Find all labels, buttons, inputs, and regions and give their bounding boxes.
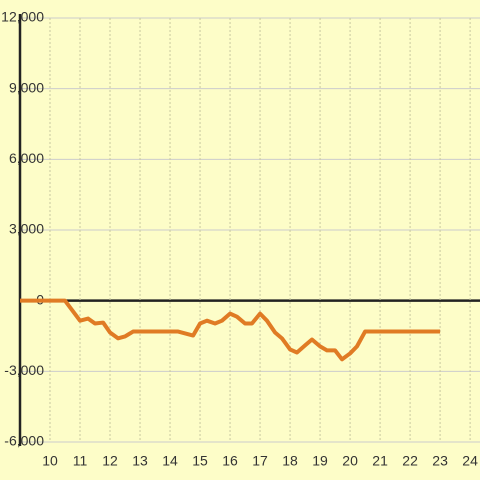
x-tick-label: 21 [372, 453, 388, 469]
x-tick-label: 20 [342, 453, 358, 469]
y-tick-label: -6,000 [4, 433, 44, 449]
x-tick-label: 22 [402, 453, 418, 469]
x-tick-label: 13 [132, 453, 148, 469]
y-tick-label: 9,000 [9, 79, 44, 95]
y-tick-label: -3,000 [4, 362, 44, 378]
x-tick-label: 10 [42, 453, 58, 469]
x-tick-label: 24 [462, 453, 478, 469]
y-tick-label: 6,000 [9, 150, 44, 166]
x-tick-label: 14 [162, 453, 178, 469]
x-tick-label: 15 [192, 453, 208, 469]
y-tick-label: 3,000 [9, 221, 44, 237]
y-tick-label: 12,000 [1, 9, 44, 25]
x-tick-label: 12 [102, 453, 118, 469]
x-tick-label: 17 [252, 453, 268, 469]
x-tick-label: 18 [282, 453, 298, 469]
x-tick-label: 11 [73, 453, 88, 469]
x-tick-label: 19 [312, 453, 328, 469]
x-tick-label: 23 [432, 453, 448, 469]
data-line [20, 298, 441, 362]
x-tick-label: 16 [222, 453, 238, 469]
